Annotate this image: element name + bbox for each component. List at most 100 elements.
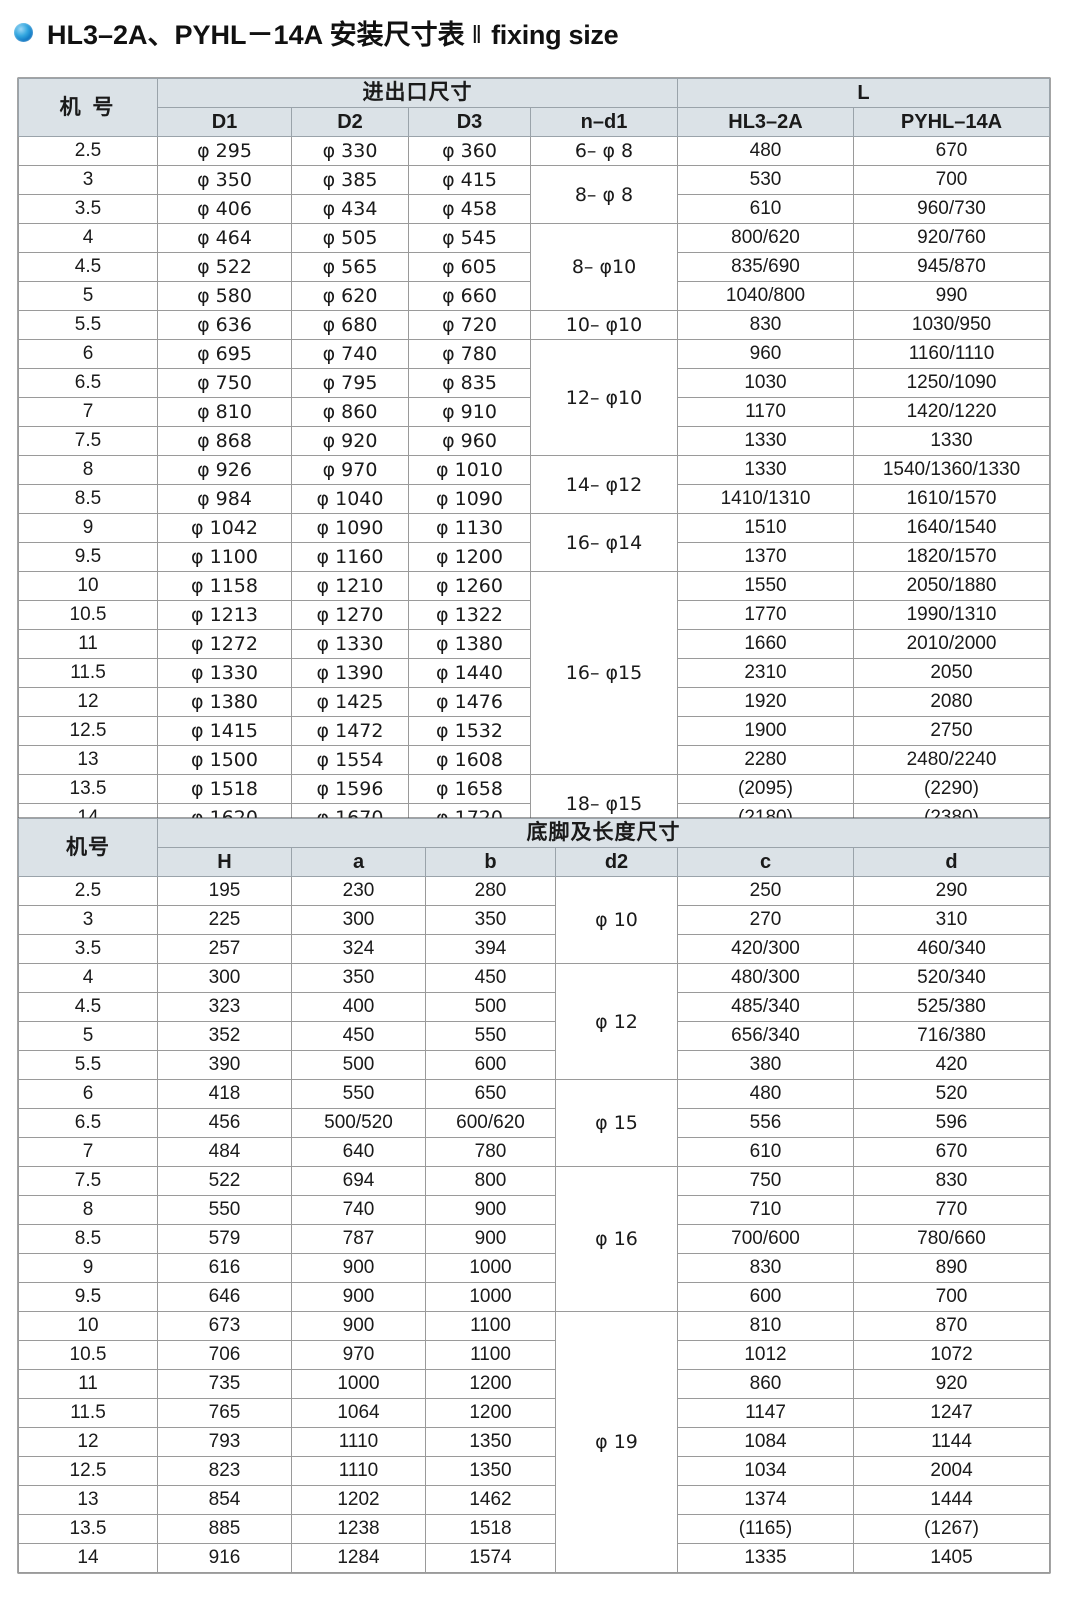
cell-d3: φ 1532 (408, 716, 531, 746)
cell-c: 1374 (677, 1485, 854, 1515)
table-row: 2.5 195 230 280 φ 10 250 290 (18, 876, 1051, 964)
cell-b: 900 (425, 1224, 556, 1254)
cell-h: 765 (157, 1398, 292, 1428)
cell-machine-no: 14 (18, 1543, 158, 1573)
cell-machine-no: 9 (18, 1253, 158, 1283)
cell-c: (1165) (677, 1514, 854, 1544)
cell-hl3-2a: 830 (677, 310, 854, 340)
cell-pyhl-14a: 990 (853, 281, 1050, 311)
cell-machine-no: 11 (18, 629, 158, 659)
cell-hl3-2a: 1550 (677, 571, 854, 601)
cell-d2: φ 1330 (291, 629, 409, 659)
th-machine-no: 机 号 (18, 78, 158, 137)
table-row: 5.5 390 500 600 380 420 (18, 1050, 1051, 1080)
cell-h: 793 (157, 1427, 292, 1457)
cell-d3: φ 960 (408, 426, 531, 456)
cell-n-d1: 8– φ10 (530, 223, 678, 311)
title-chinese: HL3–2A、PYHL－14A 安装尺寸表 (47, 19, 465, 50)
cell-d: 700 (852, 1282, 1051, 1312)
cell-b: 1000 (425, 1253, 556, 1283)
cell-d3: φ 780 (408, 339, 531, 369)
cell-d2: φ 565 (291, 252, 409, 282)
table1-body: 2.5 φ 295 φ 330 φ 360 6– φ 8 480 670 3 φ 350 φ 38… (18, 136, 1050, 833)
cell-machine-no: 3.5 (18, 934, 158, 964)
cell-d1: φ 1415 (157, 716, 292, 746)
cell-b: 600 (425, 1050, 556, 1080)
cell-pyhl-14a: 1640/1540 (853, 513, 1050, 543)
th-hl3-2a: HL3–2A (677, 107, 854, 137)
cell-machine-no: 9 (18, 513, 158, 543)
cell-b: 450 (425, 963, 556, 993)
cell-d2: φ 680 (291, 310, 409, 340)
cell-hl3-2a: 835/690 (677, 252, 854, 282)
cell-d2: φ 505 (291, 223, 409, 253)
table-row: 13.5 885 1238 1518 (1165) (1267) (18, 1514, 1051, 1544)
cell-d1: φ 1042 (157, 513, 292, 543)
cell-d1: φ 295 (157, 136, 292, 166)
cell-d1: φ 464 (157, 223, 292, 253)
table-row: 6 418 550 650 φ 15 480 520 (18, 1079, 1051, 1167)
cell-a: 740 (291, 1195, 426, 1225)
cell-n-d1: 16– φ14 (530, 513, 678, 572)
cell-d1: φ 1380 (157, 687, 292, 717)
cell-d: 830 (852, 1166, 1051, 1196)
th2-c: c (677, 847, 854, 877)
cell-b: 1574 (425, 1543, 556, 1573)
cell-b: 1000 (425, 1282, 556, 1312)
cell-machine-no: 8.5 (18, 1224, 158, 1254)
cell-machine-no: 5 (18, 1021, 158, 1051)
table2-header-row-1: 机号 底脚及长度尺寸 (18, 818, 1051, 877)
cell-hl3-2a: 2310 (677, 658, 854, 688)
cell-d: 596 (852, 1108, 1051, 1138)
cell-d1: φ 1100 (157, 542, 292, 572)
cell-machine-no: 4 (18, 963, 158, 993)
cell-machine-no: 5.5 (18, 1050, 158, 1080)
cell-d2: φ 16 (555, 1166, 678, 1312)
cell-machine-no: 5.5 (18, 310, 158, 340)
cell-d2: φ 330 (291, 136, 409, 166)
cell-d3: φ 720 (408, 310, 531, 340)
cell-h: 885 (157, 1514, 292, 1544)
cell-d: 1444 (852, 1485, 1051, 1515)
cell-d2: φ 795 (291, 368, 409, 398)
cell-n-d1: 6– φ 8 (530, 136, 678, 166)
cell-h: 257 (157, 934, 292, 964)
cell-a: 230 (291, 876, 426, 906)
page-title: HL3–2A、PYHL－14A 安装尺寸表 ‖ fixing size (0, 8, 1067, 56)
cell-c: 485/340 (677, 992, 854, 1022)
cell-a: 900 (291, 1253, 426, 1283)
cell-d2: φ 1390 (291, 658, 409, 688)
cell-hl3-2a: 530 (677, 165, 854, 195)
cell-h: 854 (157, 1485, 292, 1515)
cell-d2: φ 1210 (291, 571, 409, 601)
cell-d2: φ 970 (291, 455, 409, 485)
th-d2: D2 (291, 107, 409, 137)
cell-d3: φ 360 (408, 136, 531, 166)
cell-b: 394 (425, 934, 556, 964)
cell-pyhl-14a: 1160/1110 (853, 339, 1050, 369)
cell-d1: φ 522 (157, 252, 292, 282)
cell-machine-no: 6.5 (18, 1108, 158, 1138)
cell-hl3-2a: 1170 (677, 397, 854, 427)
cell-n-d1: 10– φ10 (530, 310, 678, 340)
cell-b: 500 (425, 992, 556, 1022)
cell-d3: φ 1322 (408, 600, 531, 630)
cell-h: 418 (157, 1079, 292, 1109)
cell-a: 1110 (291, 1427, 426, 1457)
cell-machine-no: 6.5 (18, 368, 158, 398)
cell-machine-no: 7.5 (18, 426, 158, 456)
cell-h: 550 (157, 1195, 292, 1225)
table1-header-row-1: 机 号 进出口尺寸 L (18, 78, 1050, 137)
cell-d: 890 (852, 1253, 1051, 1283)
cell-pyhl-14a: 2080 (853, 687, 1050, 717)
cell-pyhl-14a: 945/870 (853, 252, 1050, 282)
cell-d2: φ 1270 (291, 600, 409, 630)
fixing-size-table-inlet-outlet: 机 号 进出口尺寸 L D1 D2 D3 n–d1 HL3–2A PYHL–14… (18, 78, 1050, 833)
cell-machine-no: 11 (18, 1369, 158, 1399)
table-row: 3.5 φ 406 φ 434 φ 458 610 960/730 (18, 194, 1050, 224)
cell-machine-no: 4.5 (18, 252, 158, 282)
cell-d: 870 (852, 1311, 1051, 1341)
table-row: 9.5 646 900 1000 600 700 (18, 1282, 1051, 1312)
cell-d3: φ 1440 (408, 658, 531, 688)
